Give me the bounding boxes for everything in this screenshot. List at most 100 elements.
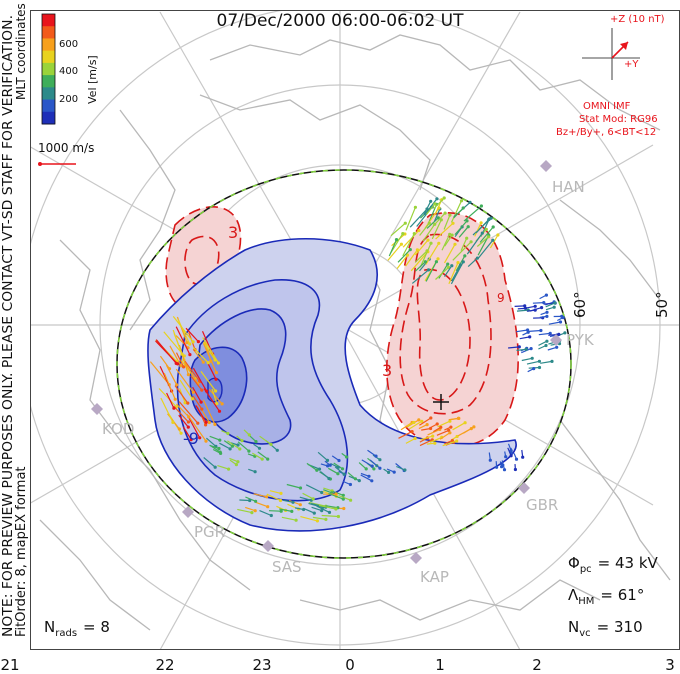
vector-origin: [461, 206, 465, 210]
velocity-vector: [253, 493, 267, 498]
vector-origin: [540, 306, 544, 310]
velocity-vector: [251, 452, 263, 460]
vector-origin: [429, 426, 433, 431]
vector-origin: [294, 518, 298, 522]
velocity-vector: [255, 501, 268, 508]
velocity-vector: [192, 349, 204, 363]
velocity-vector: [548, 321, 561, 325]
velocity-vector: [414, 239, 429, 256]
vector-origin: [403, 468, 407, 472]
velocity-vector: [438, 263, 449, 279]
nrads-value: = 8: [83, 618, 110, 636]
vector-origin: [446, 265, 451, 269]
velocity-vector: [489, 234, 499, 249]
vector-origin: [489, 216, 493, 220]
vector-origin: [204, 420, 208, 424]
vector-origin: [341, 497, 345, 501]
vector-origin: [217, 409, 222, 413]
vector-origin: [403, 221, 407, 225]
station-label-gbr: GBR: [526, 496, 558, 514]
vector-origin: [553, 301, 557, 305]
vector-origin: [487, 218, 491, 222]
vector-origin: [302, 507, 306, 512]
velocity-vector: [184, 361, 199, 384]
vector-origin: [480, 231, 484, 235]
velocity-vector: [158, 388, 177, 408]
vector-origin: [544, 293, 549, 297]
vector-origin: [488, 458, 492, 462]
vector-origin: [413, 436, 417, 441]
vector-origin: [552, 305, 556, 309]
vector-origin: [253, 470, 257, 474]
vector-origin: [450, 264, 454, 268]
vector-origin: [353, 477, 357, 481]
vector-origin: [447, 428, 451, 432]
vector-origin: [186, 425, 190, 429]
velocity-vector: [463, 205, 482, 222]
velocity-vector: [237, 508, 253, 514]
vector-origin: [514, 457, 519, 461]
velocity-vector: [169, 345, 182, 366]
vector-origin: [200, 407, 204, 411]
vector-origin: [326, 464, 330, 468]
vector-origin: [269, 442, 273, 446]
velocity-vector: [347, 472, 356, 480]
vector-origin: [524, 347, 528, 351]
colorbar-segment: [42, 50, 55, 64]
vector-origin: [291, 500, 295, 504]
velocity-vector: [208, 389, 223, 405]
vector-origin: [337, 458, 341, 463]
vector-origin: [502, 468, 507, 472]
velocity-vector: [192, 367, 208, 392]
velocity-vector: [219, 442, 231, 450]
phi-symbol: Φ: [568, 554, 580, 572]
velocity-vector: [173, 333, 183, 355]
vector-origin: [545, 310, 549, 314]
velocity-vector: [266, 493, 281, 502]
vector-origin: [226, 431, 230, 436]
velocity-vector: [479, 226, 494, 243]
velocity-vector: [299, 496, 312, 501]
velocity-vector: [429, 436, 442, 443]
velocity-vector: [545, 302, 556, 308]
vector-origin: [372, 467, 376, 471]
velocity-vector: [321, 514, 339, 518]
velocity-vector: [192, 386, 202, 403]
velocity-vector: [516, 329, 528, 333]
velocity-vector: [288, 499, 301, 506]
vector-origin: [455, 439, 459, 443]
vector-origin: [269, 513, 273, 518]
vector-origin: [186, 373, 190, 377]
velocity-vector: [441, 234, 451, 251]
vector-origin: [484, 227, 488, 231]
velocity-vector: [387, 243, 402, 261]
velocity-vector: [448, 417, 459, 421]
fitorder-note: FitOrder: 8, mapEX format: [14, 466, 29, 637]
vector-origin: [201, 360, 205, 364]
vector-origin: [234, 463, 238, 467]
velocity-vector: [466, 232, 483, 255]
velocity-vector: [312, 516, 326, 520]
vector-origin: [563, 331, 567, 335]
vector-origin: [279, 509, 283, 513]
vector-origin: [311, 497, 315, 501]
vector-origin: [176, 362, 180, 366]
vector-origin: [315, 468, 319, 472]
velocity-vector: [311, 506, 322, 512]
imf-by-label: +Y: [624, 59, 639, 70]
vector-origin: [491, 225, 495, 229]
vector-origin: [367, 474, 371, 478]
velocity-vector: [178, 401, 199, 424]
velocity-vector: [423, 201, 432, 215]
vector-origin: [342, 472, 346, 476]
vector-origin: [539, 328, 543, 333]
velocity-vector: [259, 435, 272, 445]
vector-origin: [214, 371, 218, 375]
velocity-vector: [516, 309, 529, 312]
vector-origin: [364, 467, 368, 471]
vector-origin: [429, 241, 433, 245]
vector-origin: [427, 221, 431, 225]
imf-source: OMNI IMF: [583, 101, 631, 112]
contour-label: 3: [382, 361, 392, 380]
